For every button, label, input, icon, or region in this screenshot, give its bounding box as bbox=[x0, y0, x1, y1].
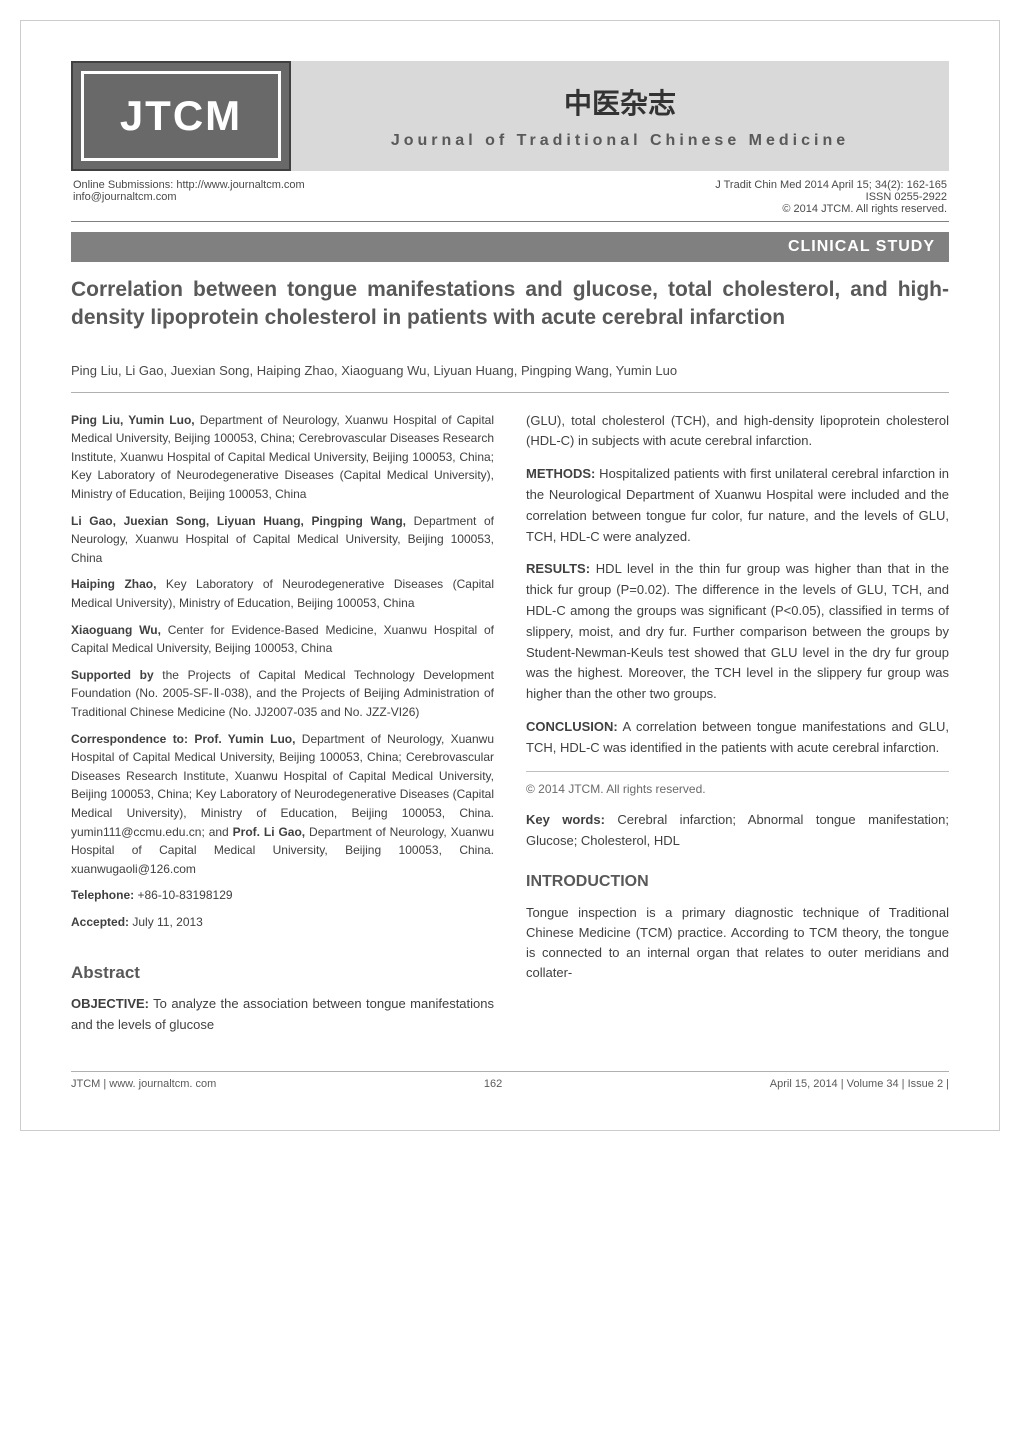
methods-label: METHODS: bbox=[526, 466, 595, 481]
logo-box: JTCM bbox=[71, 61, 291, 171]
corr-label-2: Prof. Li Gao, bbox=[233, 825, 306, 839]
chinese-journal-title: 中医杂志 bbox=[564, 82, 676, 122]
logo-text: JTCM bbox=[120, 92, 242, 140]
section-banner: CLINICAL STUDY bbox=[71, 232, 949, 262]
introduction-heading: INTRODUCTION bbox=[526, 870, 949, 895]
copyright-header: © 2014 JTCM. All rights reserved. bbox=[715, 203, 947, 215]
results-label: RESULTS: bbox=[526, 561, 590, 576]
affiliation-4: Xiaoguang Wu, Center for Evidence-Based … bbox=[71, 621, 494, 658]
introduction-text: Tongue inspection is a primary diagnosti… bbox=[526, 903, 949, 984]
affiliation-3: Haiping Zhao, Key Laboratory of Neurodeg… bbox=[71, 575, 494, 612]
affiliation-1: Ping Liu, Yumin Luo, Department of Neuro… bbox=[71, 411, 494, 504]
abstract-heading: Abstract bbox=[71, 960, 494, 986]
affil-4-names: Xiaoguang Wu, bbox=[71, 623, 161, 637]
supported-by: Supported by the Projects of Capital Med… bbox=[71, 666, 494, 722]
correspondence: Correspondence to: Prof. Yumin Luo, Depa… bbox=[71, 730, 494, 879]
submission-email: info@journaltcm.com bbox=[73, 191, 305, 203]
page-container: JTCM 中医杂志 Journal of Traditional Chinese… bbox=[20, 20, 1000, 1131]
corr-text: Department of Neurology, Xuanwu Hospital… bbox=[71, 732, 494, 839]
abstract-copyright: © 2014 JTCM. All rights reserved. bbox=[526, 771, 949, 799]
two-column-layout: Ping Liu, Yumin Luo, Department of Neuro… bbox=[71, 411, 949, 1048]
objective-para-right: (GLU), total cholesterol (TCH), and high… bbox=[526, 411, 949, 453]
issn-line: ISSN 0255-2922 bbox=[715, 191, 947, 203]
telephone: Telephone: +86-10-83198129 bbox=[71, 886, 494, 905]
accepted-label: Accepted: bbox=[71, 915, 129, 929]
keywords-para: Key words: Cerebral infarction; Abnormal… bbox=[526, 810, 949, 852]
footer-left: JTCM | www. journaltcm. com bbox=[71, 1078, 216, 1090]
affil-1-names: Ping Liu, Yumin Luo, bbox=[71, 413, 195, 427]
authors-divider bbox=[71, 392, 949, 393]
conclusion-para: CONCLUSION: A correlation between tongue… bbox=[526, 717, 949, 759]
supported-label: Supported by bbox=[71, 668, 154, 682]
citation-info: J Tradit Chin Med 2014 April 15; 34(2): … bbox=[715, 179, 947, 215]
header-divider bbox=[71, 221, 949, 222]
objective-label: OBJECTIVE: bbox=[71, 996, 149, 1011]
left-column: Ping Liu, Yumin Luo, Department of Neuro… bbox=[71, 411, 494, 1048]
article-title: Correlation between tongue manifestation… bbox=[71, 276, 949, 333]
header-right-panel: 中医杂志 Journal of Traditional Chinese Medi… bbox=[291, 61, 949, 171]
footer-page-number: 162 bbox=[484, 1078, 502, 1090]
citation-line: J Tradit Chin Med 2014 April 15; 34(2): … bbox=[715, 179, 947, 191]
affil-2-names: Li Gao, Juexian Song, Liyuan Huang, Ping… bbox=[71, 514, 406, 528]
keywords-label: Key words: bbox=[526, 812, 605, 827]
affiliations-block: Ping Liu, Yumin Luo, Department of Neuro… bbox=[71, 411, 494, 932]
affil-3-names: Haiping Zhao, bbox=[71, 577, 156, 591]
submission-url: Online Submissions: http://www.journaltc… bbox=[73, 179, 305, 191]
submission-info: Online Submissions: http://www.journaltc… bbox=[73, 179, 305, 215]
accepted-text: July 11, 2013 bbox=[129, 915, 203, 929]
journal-name: Journal of Traditional Chinese Medicine bbox=[391, 132, 849, 150]
logo-inner-border: JTCM bbox=[81, 71, 281, 161]
page-footer: JTCM | www. journaltcm. com 162 April 15… bbox=[71, 1071, 949, 1090]
affiliation-2: Li Gao, Juexian Song, Liyuan Huang, Ping… bbox=[71, 512, 494, 568]
corr-label: Correspondence to: Prof. Yumin Luo, bbox=[71, 732, 295, 746]
journal-header: JTCM 中医杂志 Journal of Traditional Chinese… bbox=[71, 61, 949, 171]
objective-para-left: OBJECTIVE: To analyze the association be… bbox=[71, 994, 494, 1036]
results-para: RESULTS: HDL level in the thin fur group… bbox=[526, 559, 949, 705]
accepted-date: Accepted: July 11, 2013 bbox=[71, 913, 494, 932]
meta-row: Online Submissions: http://www.journaltc… bbox=[71, 179, 949, 215]
tel-label: Telephone: bbox=[71, 888, 134, 902]
footer-right: April 15, 2014 | Volume 34 | Issue 2 | bbox=[770, 1078, 949, 1090]
right-column: (GLU), total cholesterol (TCH), and high… bbox=[526, 411, 949, 1048]
tel-text: +86-10-83198129 bbox=[134, 888, 232, 902]
results-text: HDL level in the thin fur group was high… bbox=[526, 561, 949, 701]
methods-para: METHODS: Hospitalized patients with firs… bbox=[526, 464, 949, 547]
author-list: Ping Liu, Li Gao, Juexian Song, Haiping … bbox=[71, 363, 949, 378]
conclusion-label: CONCLUSION: bbox=[526, 719, 618, 734]
